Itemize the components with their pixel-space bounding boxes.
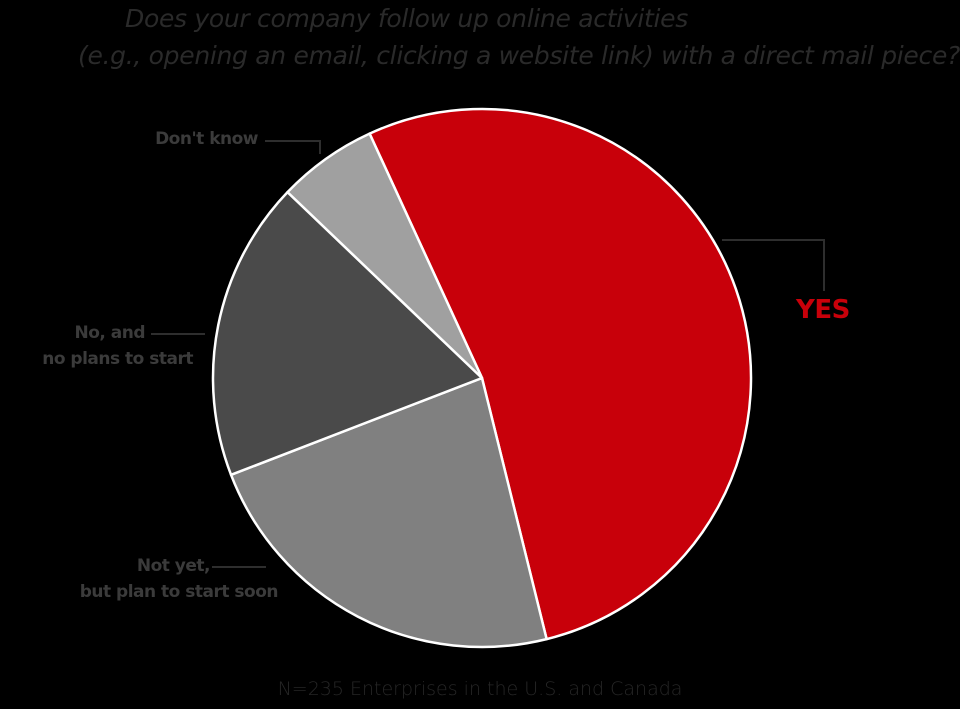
chart-title-line1: Does your company follow up online activ… — [125, 4, 688, 33]
leader-line-no-plans — [151, 333, 205, 335]
label-yes: YES — [796, 295, 850, 325]
leader-line-dont-know-h — [265, 140, 321, 142]
label-not-yet: Not yet, but plan to start soon — [0, 553, 279, 605]
label-not-yet-line2: but plan to start soon — [79, 582, 279, 602]
sample-size-note: N=235 Enterprises in the U.S. and Canada — [277, 678, 683, 700]
chart-title: Does your company follow up online activ… — [0, 0, 960, 74]
label-not-yet-line1: Not yet, — [136, 556, 211, 576]
pie-slice-no-plans — [211, 190, 484, 477]
label-no-plans-line2: no plans to start — [42, 349, 193, 369]
label-no-plans: No, and no plans to start — [0, 320, 193, 372]
chart-title-line2: (e.g., opening an email, clicking a webs… — [77, 41, 960, 70]
label-dont-know: Don't know — [100, 126, 258, 152]
leader-line-not-yet — [212, 566, 266, 568]
label-dont-know-text: Don't know — [155, 129, 258, 149]
pie-slice-yes — [368, 107, 753, 641]
leader-line-yes-v — [823, 239, 825, 291]
leader-line-dont-know-v — [319, 140, 321, 154]
pie-slice-dont-know — [286, 132, 484, 380]
label-no-plans-line1: No, and — [74, 323, 145, 343]
leader-line-yes-h — [722, 239, 825, 241]
